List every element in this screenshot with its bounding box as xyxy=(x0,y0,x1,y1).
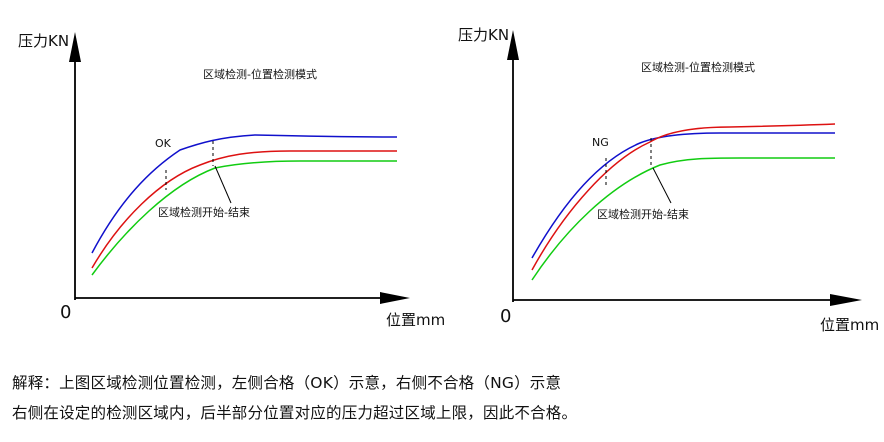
left-actual-curve xyxy=(91,150,397,269)
right-window-label: 区域检测开始-结束 xyxy=(597,207,689,221)
left-origin-label: 0 xyxy=(60,302,71,323)
left-diagram: 压力KN 位置mm 0 区域检测-位置检测模式 OK 区域检测开始-结束 xyxy=(18,32,445,329)
right-origin-label: 0 xyxy=(500,306,511,327)
right-upper-limit-curve xyxy=(531,132,835,259)
right-y-axis-label: 压力KN xyxy=(458,26,509,44)
right-actual-curve xyxy=(531,123,836,271)
right-window-pointer xyxy=(652,167,672,204)
left-y-axis-label: 压力KN xyxy=(18,32,69,50)
right-x-axis-label: 位置mm xyxy=(820,316,879,334)
right-y-axis-arrow xyxy=(507,30,519,60)
right-x-axis-arrow xyxy=(830,294,862,306)
left-lower-limit-curve xyxy=(91,160,397,276)
left-x-axis-label: 位置mm xyxy=(386,311,445,329)
left-y-axis-arrow xyxy=(69,32,81,62)
left-upper-limit-curve xyxy=(91,134,398,254)
right-diagram: 压力KN 位置mm 0 区域检测-位置检测模式 NG 区域检测开始-结束 xyxy=(458,26,879,334)
right-result-label: NG xyxy=(592,136,609,149)
right-lower-limit-curve xyxy=(531,157,835,281)
left-window-pointer xyxy=(214,165,232,204)
left-window-label: 区域检测开始-结束 xyxy=(158,205,250,219)
left-diagram-title: 区域检测-位置检测模式 xyxy=(203,67,317,81)
caption-line-1: 解释：上图区域检测位置检测，左侧合格（OK）示意，右侧不合格（NG）示意 xyxy=(12,374,562,392)
left-x-axis-arrow xyxy=(380,292,410,304)
right-diagram-title: 区域检测-位置检测模式 xyxy=(641,60,755,74)
left-result-label: OK xyxy=(155,137,172,150)
caption-line-2: 右侧在设定的检测区域内，后半部分位置对应的压力超过区域上限，因此不合格。 xyxy=(12,404,578,422)
